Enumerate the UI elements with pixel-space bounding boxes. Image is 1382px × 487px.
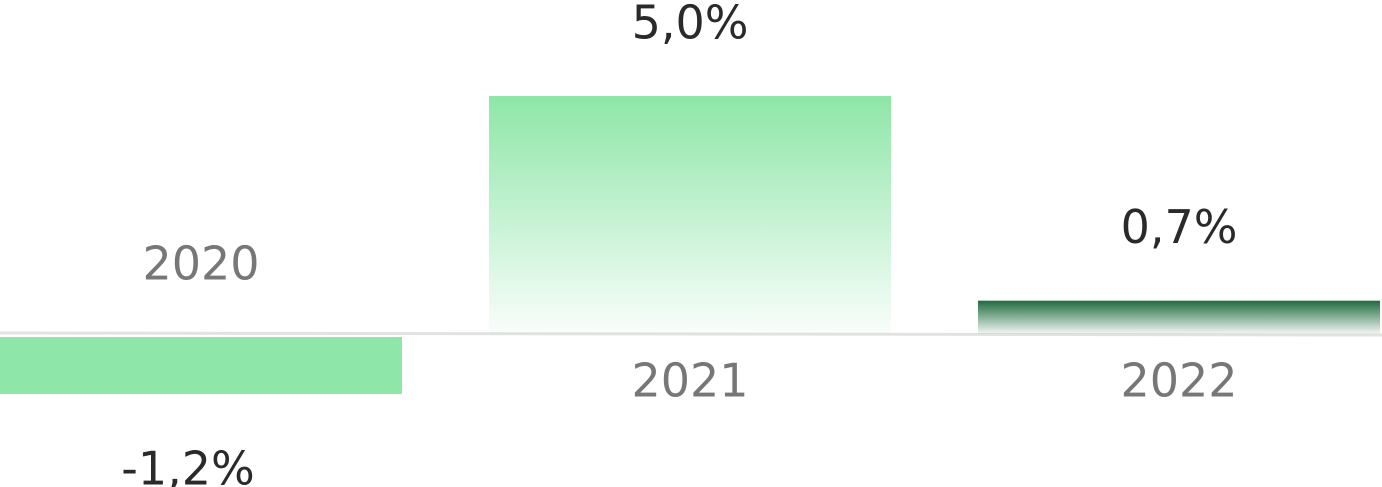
value-label: 0,7% (1121, 200, 1238, 254)
category-label: 2022 (1120, 354, 1237, 408)
bar (978, 300, 1380, 334)
value-label: -1,2% (121, 442, 254, 487)
value-label: 5,0% (632, 0, 749, 50)
category-label: 2021 (631, 354, 748, 408)
bar (489, 96, 891, 334)
category-label: 2020 (142, 237, 259, 291)
bar (0, 337, 402, 395)
